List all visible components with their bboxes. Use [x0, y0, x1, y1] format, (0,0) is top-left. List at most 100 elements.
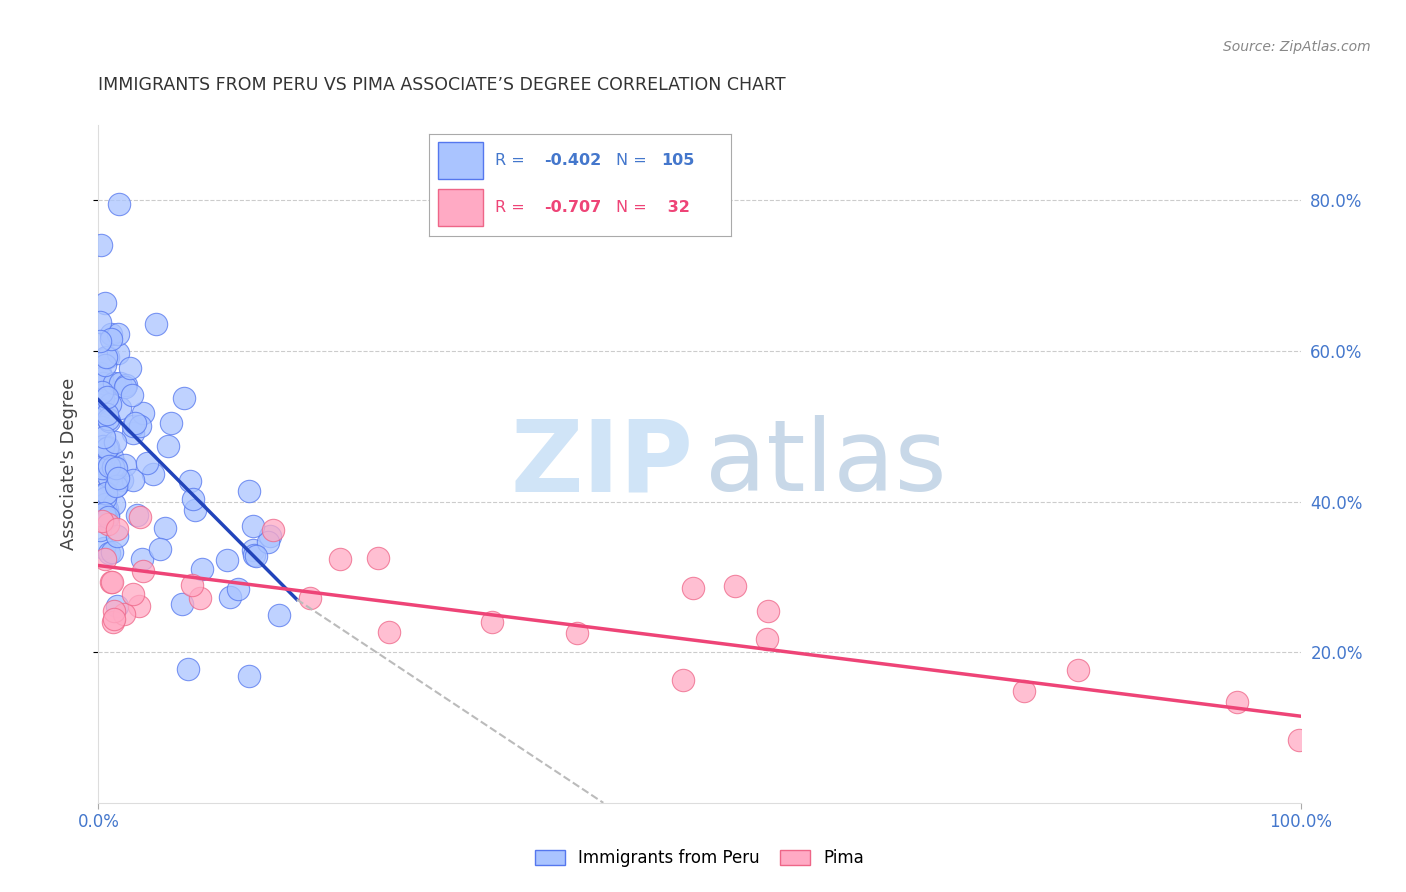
- Point: [262, 523, 284, 537]
- Point: [269, 608, 291, 623]
- Point: [97, 441, 120, 455]
- Point: [101, 615, 124, 629]
- Point: [94, 511, 117, 525]
- Point: [89, 316, 111, 330]
- Point: [90, 238, 112, 252]
- Point: [242, 543, 264, 558]
- Point: [135, 456, 157, 470]
- Point: [238, 669, 260, 683]
- Point: [153, 521, 176, 535]
- Point: [94, 508, 117, 523]
- Point: [91, 391, 114, 405]
- Point: [756, 604, 779, 618]
- Point: [104, 461, 127, 475]
- Point: [91, 376, 114, 391]
- Point: [98, 546, 121, 560]
- Point: [89, 401, 111, 416]
- Point: [122, 425, 145, 440]
- Point: [378, 625, 401, 640]
- Point: [97, 351, 120, 365]
- Point: [108, 197, 131, 211]
- Point: [89, 523, 111, 537]
- Point: [100, 332, 122, 346]
- Point: [124, 416, 146, 430]
- Point: [103, 611, 125, 625]
- Point: [108, 376, 131, 391]
- Point: [96, 350, 118, 364]
- Point: [122, 418, 145, 433]
- Bar: [437, 142, 484, 179]
- Point: [91, 439, 114, 453]
- Point: [101, 459, 124, 474]
- Text: atlas: atlas: [706, 416, 948, 512]
- Point: [107, 471, 129, 485]
- Point: [756, 632, 779, 646]
- Point: [91, 371, 114, 385]
- Point: [91, 384, 114, 399]
- Point: [97, 516, 120, 531]
- Point: [94, 512, 117, 526]
- Legend: Immigrants from Peru, Pima: Immigrants from Peru, Pima: [527, 841, 872, 876]
- Point: [122, 587, 145, 601]
- Point: [89, 508, 111, 523]
- Point: [96, 462, 118, 476]
- Point: [131, 564, 153, 578]
- Point: [110, 401, 132, 416]
- Point: [89, 334, 111, 348]
- Point: [173, 391, 195, 405]
- Point: [170, 597, 193, 611]
- Point: [1012, 683, 1035, 698]
- Point: [565, 626, 588, 640]
- Point: [191, 561, 214, 575]
- Text: N =: N =: [616, 200, 652, 215]
- Point: [1288, 732, 1310, 747]
- Point: [226, 582, 249, 597]
- Point: [94, 552, 117, 566]
- Point: [98, 475, 121, 489]
- Point: [107, 326, 129, 341]
- Point: [121, 388, 143, 402]
- Point: [100, 574, 122, 589]
- Point: [96, 407, 118, 421]
- Point: [105, 529, 128, 543]
- Text: IMMIGRANTS FROM PERU VS PIMA ASSOCIATE’S DEGREE CORRELATION CHART: IMMIGRANTS FROM PERU VS PIMA ASSOCIATE’S…: [98, 76, 786, 94]
- Point: [94, 296, 117, 310]
- Point: [128, 599, 150, 613]
- Point: [96, 390, 118, 404]
- Point: [129, 419, 152, 434]
- Point: [96, 502, 118, 516]
- Point: [97, 509, 120, 524]
- Point: [105, 478, 128, 492]
- Point: [256, 535, 278, 549]
- Point: [114, 458, 136, 473]
- Point: [114, 607, 136, 621]
- Point: [94, 491, 117, 505]
- Point: [105, 599, 128, 613]
- Text: ZIP: ZIP: [510, 416, 693, 512]
- Point: [181, 491, 204, 506]
- Point: [259, 529, 281, 543]
- Point: [118, 361, 141, 376]
- Point: [1226, 695, 1249, 709]
- Point: [190, 591, 212, 606]
- Point: [242, 548, 264, 562]
- Text: Source: ZipAtlas.com: Source: ZipAtlas.com: [1223, 40, 1371, 54]
- Point: [93, 358, 115, 372]
- Point: [328, 552, 350, 566]
- Point: [245, 549, 267, 563]
- Point: [157, 439, 180, 453]
- Point: [98, 458, 121, 473]
- Text: R =: R =: [495, 200, 530, 215]
- Point: [125, 508, 148, 523]
- Point: [131, 552, 153, 566]
- Text: R =: R =: [495, 153, 530, 168]
- Text: 32: 32: [662, 200, 689, 215]
- Point: [93, 430, 115, 444]
- Point: [89, 394, 111, 409]
- Point: [100, 326, 122, 341]
- Point: [160, 417, 183, 431]
- Point: [89, 487, 111, 501]
- Point: [481, 615, 503, 630]
- Point: [101, 545, 124, 559]
- Point: [107, 346, 129, 360]
